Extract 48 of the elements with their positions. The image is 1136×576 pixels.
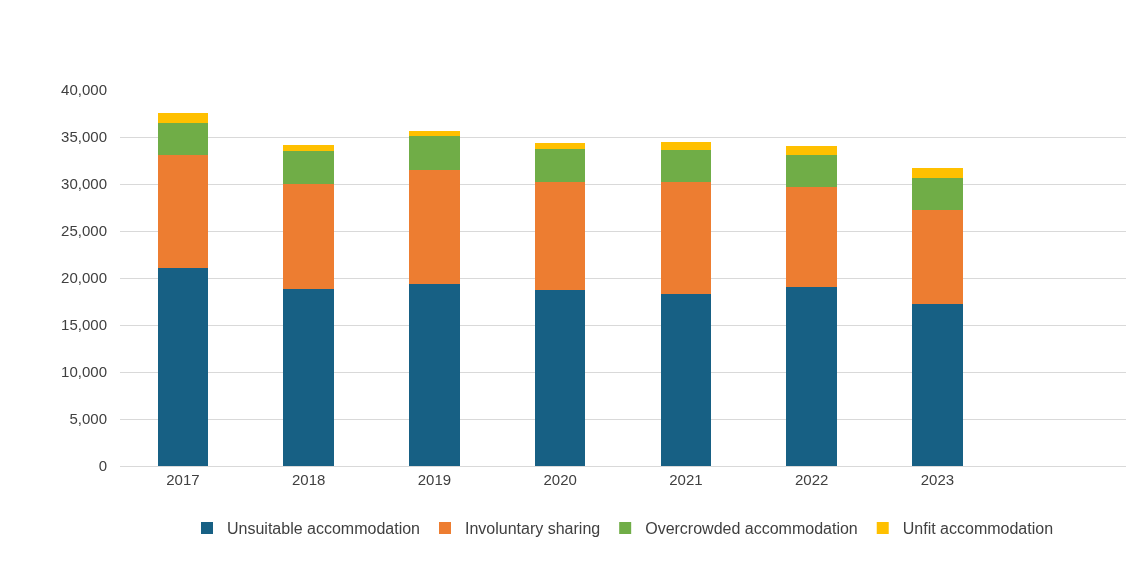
x-tick-label: 2023 bbox=[920, 471, 955, 488]
y-tick-label: 30,000 bbox=[61, 175, 107, 193]
bar bbox=[912, 168, 963, 178]
bar bbox=[157, 155, 209, 268]
x-tick-label: 2017 bbox=[166, 471, 200, 488]
y-tick-label: 20,000 bbox=[61, 269, 107, 287]
bar bbox=[283, 145, 334, 152]
bar bbox=[157, 113, 209, 123]
x-tick-label: 2019 bbox=[417, 471, 452, 488]
y-tick-label: 10,000 bbox=[61, 363, 107, 381]
bar bbox=[786, 154, 837, 188]
bar bbox=[283, 151, 334, 184]
x-tick-label: 2018 bbox=[291, 471, 326, 488]
y-tick-label: 15,000 bbox=[61, 316, 107, 334]
bar bbox=[660, 293, 712, 466]
x-tick-label: 2022 bbox=[794, 471, 829, 488]
bar bbox=[786, 146, 837, 155]
bar bbox=[157, 122, 209, 156]
bar bbox=[786, 286, 837, 466]
bar bbox=[660, 181, 712, 294]
bar bbox=[912, 303, 963, 466]
bar bbox=[660, 141, 712, 151]
x-tick-label: 2020 bbox=[543, 471, 577, 488]
legend-label: Overcrowded accommodation bbox=[645, 520, 858, 538]
bar bbox=[912, 209, 963, 304]
bar bbox=[786, 187, 837, 287]
bar bbox=[283, 184, 334, 289]
y-tick-label: 35,000 bbox=[61, 128, 107, 146]
y-tick-label: 0 bbox=[98, 457, 107, 475]
legend-label: Involuntary sharing bbox=[465, 520, 601, 538]
legend-label: Unfit accommodation bbox=[902, 520, 1054, 538]
bar bbox=[283, 288, 334, 466]
y-tick-label: 40,000 bbox=[61, 81, 107, 99]
bar bbox=[409, 170, 460, 284]
bar bbox=[409, 131, 460, 137]
bar bbox=[157, 267, 209, 466]
y-tick-label: 5,000 bbox=[69, 410, 107, 428]
bar bbox=[660, 150, 712, 182]
bar bbox=[912, 177, 963, 210]
legend-label: Unsuitable accommodation bbox=[227, 520, 420, 538]
y-tick-label: 25,000 bbox=[61, 222, 107, 240]
bar bbox=[409, 136, 460, 171]
bar bbox=[534, 181, 586, 290]
bar bbox=[534, 289, 586, 466]
bar bbox=[534, 143, 586, 150]
bar bbox=[534, 149, 586, 182]
bar bbox=[409, 283, 460, 466]
x-tick-label: 2021 bbox=[669, 471, 703, 488]
